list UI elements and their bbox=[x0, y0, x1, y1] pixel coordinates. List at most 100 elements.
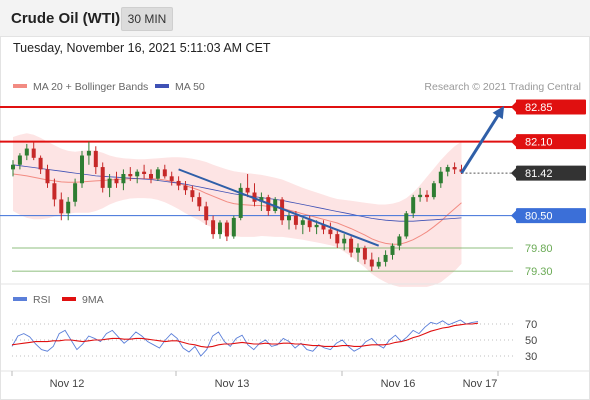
candle-body bbox=[45, 169, 50, 184]
ma20-line bbox=[12, 173, 462, 245]
candle-body bbox=[418, 194, 423, 198]
candle-body bbox=[349, 238, 354, 253]
ma50-line bbox=[12, 164, 462, 222]
candle-body bbox=[231, 217, 236, 237]
header-bar: Crude Oil (WTI) 30 MIN bbox=[0, 0, 590, 37]
candle-body bbox=[66, 201, 71, 214]
candle-body bbox=[190, 190, 195, 198]
candle-body bbox=[100, 167, 105, 188]
candle-body bbox=[155, 169, 160, 179]
candle-body bbox=[397, 236, 402, 246]
candle-body bbox=[245, 187, 250, 193]
candle-body bbox=[293, 215, 298, 225]
candle-body bbox=[307, 220, 312, 228]
candle-body bbox=[86, 150, 91, 156]
candle-body bbox=[31, 148, 36, 158]
rsi-tick-30: 30 bbox=[525, 351, 537, 363]
level-value-81-42: 81.42 bbox=[525, 168, 553, 180]
candle-body bbox=[383, 254, 388, 262]
candle-body bbox=[452, 167, 457, 170]
candle-body bbox=[73, 183, 78, 202]
candle-body bbox=[211, 220, 216, 235]
level-value-79-80: 79.80 bbox=[525, 243, 553, 255]
candle-body bbox=[252, 192, 257, 202]
downtrend-line bbox=[178, 168, 380, 247]
level-tag-pointer bbox=[511, 210, 516, 221]
candle-body bbox=[300, 220, 305, 225]
candle-body bbox=[17, 155, 22, 165]
candle-body bbox=[52, 183, 57, 200]
candle-body bbox=[107, 178, 112, 188]
level-tag-pointer bbox=[511, 136, 516, 147]
candle-body bbox=[328, 229, 333, 235]
candle-body bbox=[356, 248, 360, 253]
candle-body bbox=[59, 199, 64, 214]
candle-body bbox=[176, 180, 181, 186]
trend-overlays bbox=[178, 105, 505, 247]
ma50-legend-label: MA 50 bbox=[175, 81, 205, 93]
instrument-title: Crude Oil (WTI) bbox=[11, 10, 121, 27]
candle-body bbox=[162, 169, 167, 177]
candle-body bbox=[390, 245, 395, 255]
candle-body bbox=[404, 213, 409, 237]
timeframe-button[interactable]: 30 MIN bbox=[121, 7, 173, 31]
candle-body bbox=[114, 178, 119, 184]
ma20-legend-swatch bbox=[13, 84, 27, 88]
candle-body bbox=[121, 174, 126, 184]
rsi-legend-label: RSI bbox=[33, 294, 51, 306]
rsi-tick-70: 70 bbox=[525, 319, 537, 331]
level-labels: 82.85 82.10 81.42 80.50 79.80 79.30 bbox=[511, 99, 586, 278]
candle-body bbox=[362, 248, 367, 260]
forecast-arrow-shaft bbox=[460, 110, 503, 174]
candle-body bbox=[142, 171, 147, 174]
candle-body bbox=[238, 187, 243, 218]
candle-body bbox=[259, 197, 264, 202]
candle-body bbox=[218, 222, 222, 235]
candle-body bbox=[169, 176, 174, 181]
level-tag-80-50 bbox=[516, 208, 586, 224]
candle-body bbox=[80, 155, 84, 184]
time-label-nov-12: Nov 12 bbox=[50, 378, 85, 390]
rsi-legend-swatch bbox=[13, 297, 27, 301]
rsi-ma-legend-swatch bbox=[62, 297, 76, 301]
rsi-tick-50: 50 bbox=[525, 335, 537, 347]
level-value-80-50: 80.50 bbox=[525, 211, 553, 223]
time-label-nov-17: Nov 17 bbox=[463, 378, 498, 390]
rsi-panel: 30 50 70 bbox=[11, 319, 537, 363]
level-tag-81-42 bbox=[516, 165, 586, 181]
key-levels bbox=[0, 105, 513, 272]
rsi-line bbox=[11, 319, 479, 357]
level-value-82-85: 82.85 bbox=[525, 102, 553, 114]
ma20-legend-label: MA 20 + Bollinger Bands bbox=[33, 81, 148, 93]
candle-body bbox=[204, 206, 209, 221]
candle-body bbox=[149, 174, 153, 179]
time-label-nov-16: Nov 16 bbox=[381, 378, 416, 390]
candle-body bbox=[342, 238, 347, 244]
time-axis: Nov 12 Nov 13 Nov 16 Nov 17 bbox=[11, 371, 499, 390]
level-tag-pointer bbox=[511, 101, 516, 112]
forecast-arrow-head bbox=[492, 105, 505, 120]
time-label-nov-13: Nov 13 bbox=[215, 378, 250, 390]
level-value-82-10: 82.10 bbox=[525, 137, 553, 149]
level-tag-82-10 bbox=[516, 134, 586, 150]
level-tag-82-85 bbox=[516, 99, 586, 115]
level-tag-pointer bbox=[511, 168, 516, 179]
copyright-text: Research © 2021 Trading Central bbox=[424, 81, 581, 93]
candle-body bbox=[224, 222, 229, 237]
candle-body bbox=[287, 215, 291, 221]
candle-body bbox=[24, 148, 29, 156]
level-value-79-30: 79.30 bbox=[525, 266, 553, 278]
candle-body bbox=[135, 171, 140, 177]
candle-body bbox=[314, 224, 319, 228]
datetime-label: Tuesday, November 16, 2021 5:11:03 AM CE… bbox=[13, 41, 271, 55]
candle-body bbox=[376, 261, 381, 267]
candle-body bbox=[445, 167, 450, 172]
candle-body bbox=[425, 194, 429, 198]
candle-body bbox=[369, 259, 374, 267]
rsi-ma-legend-label: 9MA bbox=[82, 294, 104, 306]
candle-body bbox=[183, 185, 188, 191]
candle-body bbox=[197, 197, 202, 207]
candle-body bbox=[438, 171, 443, 184]
candle-body bbox=[38, 157, 43, 170]
